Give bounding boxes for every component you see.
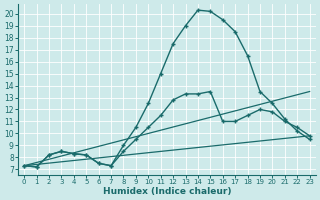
X-axis label: Humidex (Indice chaleur): Humidex (Indice chaleur) [103,187,231,196]
